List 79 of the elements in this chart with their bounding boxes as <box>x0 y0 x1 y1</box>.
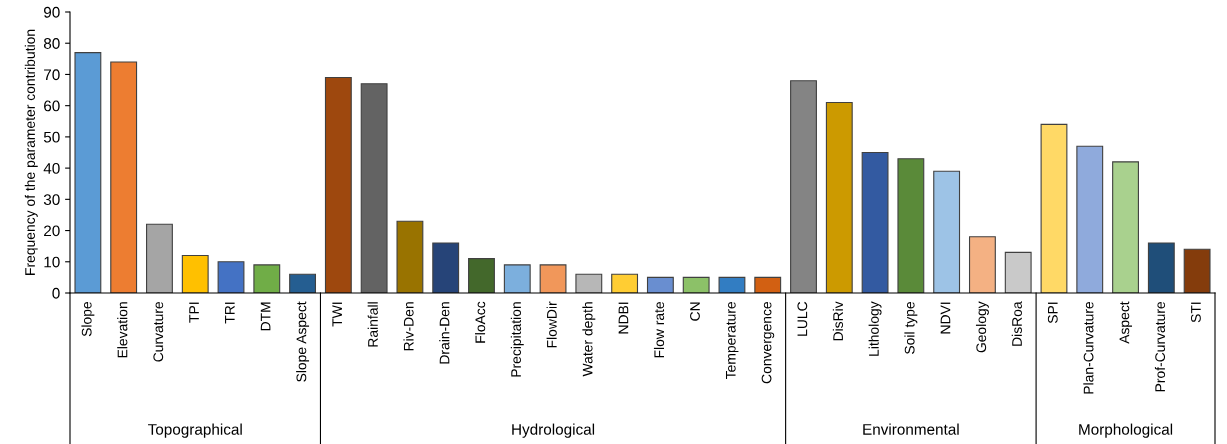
bar <box>1112 161 1139 293</box>
bar <box>754 276 782 293</box>
x-tick-label: Soil type <box>904 301 918 354</box>
bar <box>1040 123 1068 293</box>
x-tick-label: Precipitation <box>510 302 524 377</box>
x-tick-label: Elevation <box>117 302 128 358</box>
bar <box>933 170 961 293</box>
bar <box>74 52 102 293</box>
x-tick-label: Slope <box>81 301 95 337</box>
text: Hydrological <box>512 423 595 438</box>
x-tick-label: DTM <box>260 302 271 331</box>
y-axis-title: Frequency of the parameter contribution <box>24 29 38 275</box>
x-tick-label: NDBI <box>618 302 629 334</box>
x-tick-label: Geology <box>975 301 989 353</box>
x-tick-label: LULC <box>797 301 808 336</box>
bar <box>646 276 674 293</box>
bar <box>1076 145 1104 293</box>
bar <box>217 261 245 293</box>
x-tick-label: NDVI <box>940 302 951 334</box>
bar <box>324 77 352 293</box>
x-tick-label: Temperature <box>725 301 739 379</box>
text: Environmental <box>863 423 959 435</box>
x-tick-label: CN <box>690 302 700 321</box>
x-tick-label: Riv-Den <box>403 302 414 351</box>
x-tick-label: DisRiv <box>832 301 844 341</box>
bar <box>253 264 281 293</box>
x-tick-label: FlowDir <box>546 301 557 348</box>
x-tick-label: Flow rate <box>653 301 665 358</box>
bar <box>432 242 460 293</box>
y-tick-label: 30 <box>43 194 60 206</box>
x-tick-label: Water depth <box>582 302 596 377</box>
x-tick-label: Plan-Curvature <box>1083 301 1094 394</box>
y-tick-label: 40 <box>43 162 60 174</box>
y-tick-label: 70 <box>44 69 60 81</box>
x-tick-label: TWI <box>332 302 342 327</box>
bar <box>825 101 853 293</box>
x-tick-label: TPI <box>189 302 199 323</box>
y-tick-label: 80 <box>43 38 60 49</box>
x-tick-label: Convergence <box>761 301 775 384</box>
y-tick-label: 20 <box>44 225 60 237</box>
bar <box>360 83 388 293</box>
bar <box>1183 248 1211 293</box>
bar <box>861 151 889 293</box>
x-tick-label: Slope Aspect <box>296 301 310 382</box>
x-tick-label: TRI <box>225 302 235 324</box>
bar <box>539 264 567 293</box>
text: Morphological <box>1079 423 1173 438</box>
x-tick-label: STI <box>1191 302 1201 323</box>
bar <box>181 254 209 293</box>
y-tick-label: 60 <box>44 100 60 112</box>
bar <box>968 236 996 293</box>
x-tick-label: FloAcc <box>475 301 486 343</box>
bar <box>790 80 817 293</box>
x-tick-label: DisRoa <box>1011 301 1022 346</box>
bar <box>503 264 531 293</box>
bar <box>396 220 424 293</box>
x-tick-label: Curvature <box>153 301 164 362</box>
text: Topographical <box>148 423 242 438</box>
y-tick-label: 90 <box>44 6 60 18</box>
bar <box>468 258 495 293</box>
bar <box>289 273 317 293</box>
bar <box>718 276 746 293</box>
bar <box>1004 251 1032 293</box>
x-tick-label: SPI <box>1047 302 1058 324</box>
x-tick-label: Aspect <box>1119 301 1133 344</box>
x-tick-label: Drain-Den <box>439 302 450 364</box>
bar <box>897 158 925 293</box>
bar <box>1147 242 1175 293</box>
x-tick-label: Lithology <box>868 301 882 356</box>
bar <box>146 223 173 293</box>
y-tick-label: 0 <box>52 287 60 299</box>
y-tick-label: 10 <box>44 256 60 268</box>
bar <box>611 273 639 293</box>
bar <box>110 61 138 293</box>
x-tick-label: Rainfall <box>367 302 378 347</box>
x-tick-label: Prof-Curvature <box>1154 301 1166 392</box>
bar <box>682 276 710 293</box>
bar <box>575 273 603 293</box>
y-tick-label: 50 <box>43 131 60 143</box>
